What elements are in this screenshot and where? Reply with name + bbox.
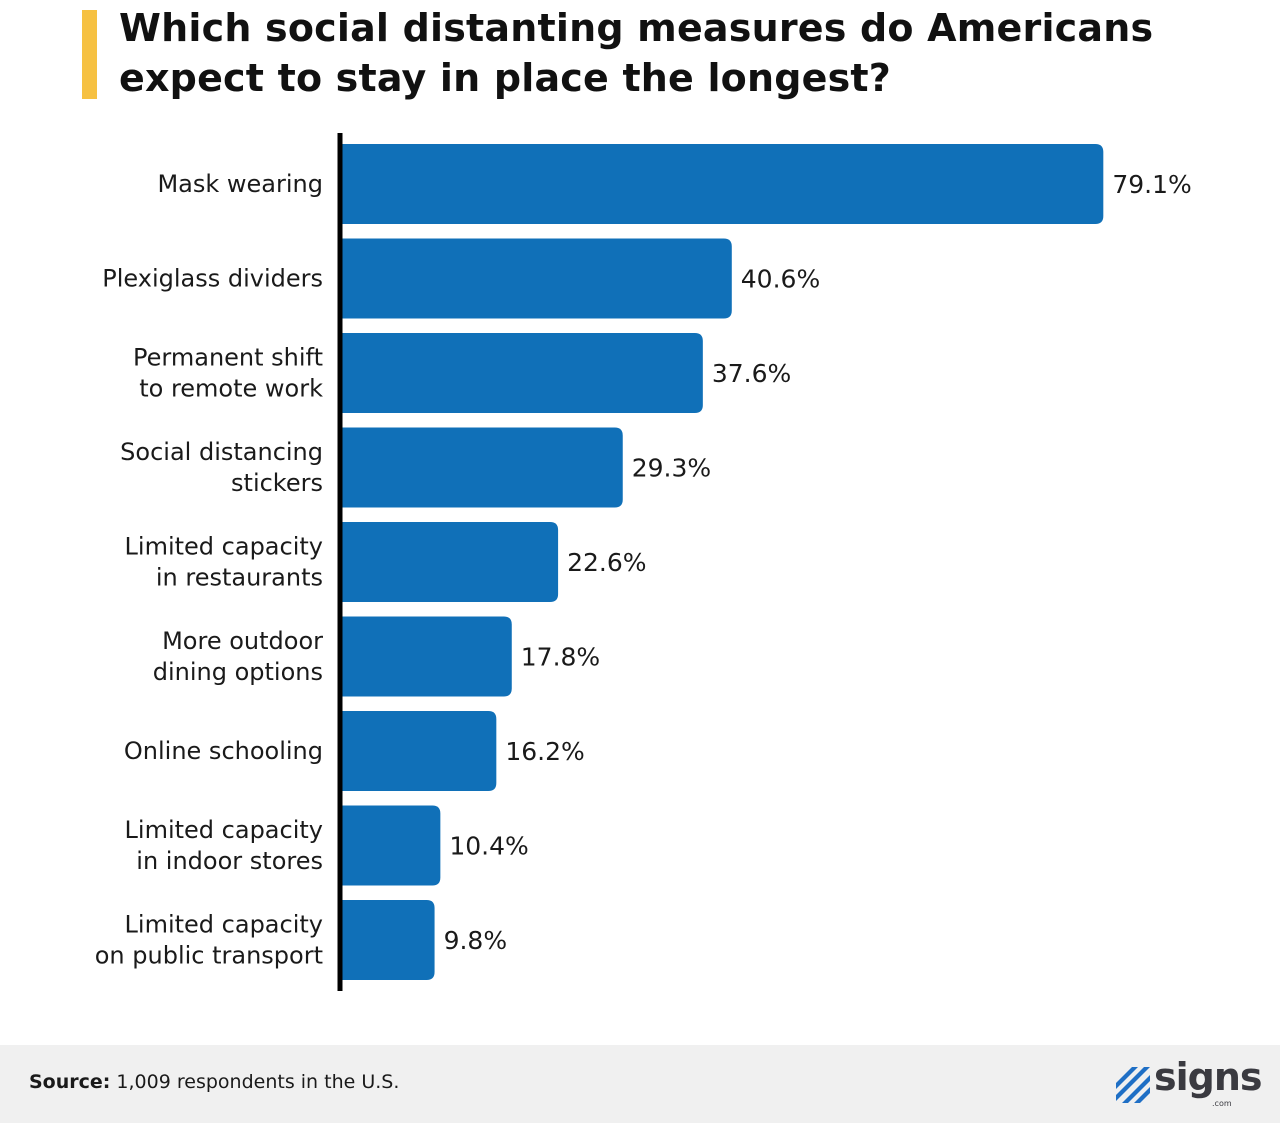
bar-value-label: 29.3% xyxy=(632,454,711,483)
title-accent-bar xyxy=(82,10,97,99)
bar-value-label: 79.1% xyxy=(1112,170,1191,199)
source-text: 1,009 respondents in the U.S. xyxy=(110,1071,400,1093)
bar xyxy=(340,616,512,697)
category-label-line: Plexiglass dividers xyxy=(102,265,323,293)
category-label-line: dining options xyxy=(153,658,323,686)
bar-value-label: 22.6% xyxy=(567,548,646,577)
bar-value-label: 37.6% xyxy=(712,359,791,388)
source-note: Source: 1,009 respondents in the U.S. xyxy=(29,1071,399,1093)
bar xyxy=(340,238,732,319)
signs-logo-mark-icon xyxy=(1116,1067,1150,1103)
category-label-line: Mask wearing xyxy=(157,170,323,198)
bar-value-label: 40.6% xyxy=(741,265,820,294)
source-label: Source: xyxy=(29,1071,111,1093)
category-label-line: Limited capacity xyxy=(125,533,323,561)
category-label-line: Permanent shift xyxy=(133,344,323,372)
bar xyxy=(340,522,559,602)
category-label-line: in restaurants xyxy=(156,564,323,592)
bar xyxy=(340,900,435,980)
bar xyxy=(340,711,497,791)
category-label-line: on public transport xyxy=(95,942,323,970)
chart-title-line-1: Which social distanting measures do Amer… xyxy=(119,6,1154,50)
signs-logo-text: signs xyxy=(1154,1055,1263,1099)
category-label: Online schooling xyxy=(124,737,323,765)
category-label-line: Social distancing xyxy=(120,438,323,466)
bar-value-label: 9.8% xyxy=(444,926,508,955)
category-label-line: More outdoor xyxy=(162,627,323,655)
category-label: Permanent shift to remote work xyxy=(133,344,323,403)
category-label: More outdoor dining options xyxy=(153,627,323,686)
chart-title: Which social distanting measures do Amer… xyxy=(119,3,1239,103)
footer: Source: 1,009 respondents in the U.S. si… xyxy=(0,1045,1280,1123)
category-label: Limited capacity in restaurants xyxy=(125,533,323,592)
category-label-line: stickers xyxy=(231,469,323,497)
bar-value-label: 10.4% xyxy=(449,832,528,861)
category-label-line: Limited capacity xyxy=(125,911,323,939)
signs-logo: signs .com xyxy=(1114,1055,1264,1109)
bar-value-label: 17.8% xyxy=(521,643,600,672)
category-label: Social distancing stickers xyxy=(120,438,323,497)
category-label-line: in indoor stores xyxy=(136,847,323,875)
category-label: Limited capacity in indoor stores xyxy=(125,816,323,875)
category-label-line: Online schooling xyxy=(124,737,323,765)
chart-title-line-2: expect to stay in place the longest? xyxy=(119,56,892,100)
signs-logo-subtext: .com xyxy=(1212,1099,1232,1108)
category-label-line: to remote work xyxy=(139,375,323,403)
category-label: Limited capacity on public transport xyxy=(95,911,323,970)
bar xyxy=(340,805,441,886)
bar-chart: 79.1% Mask wearing 40.6% Plexiglass divider… xyxy=(95,133,1192,991)
bar xyxy=(340,144,1104,224)
category-label: Mask wearing xyxy=(157,170,323,198)
category-label: Plexiglass dividers xyxy=(102,265,323,293)
category-label-line: Limited capacity xyxy=(125,816,323,844)
bar xyxy=(340,333,703,413)
bar xyxy=(340,427,623,508)
bar-value-label: 16.2% xyxy=(505,737,584,766)
